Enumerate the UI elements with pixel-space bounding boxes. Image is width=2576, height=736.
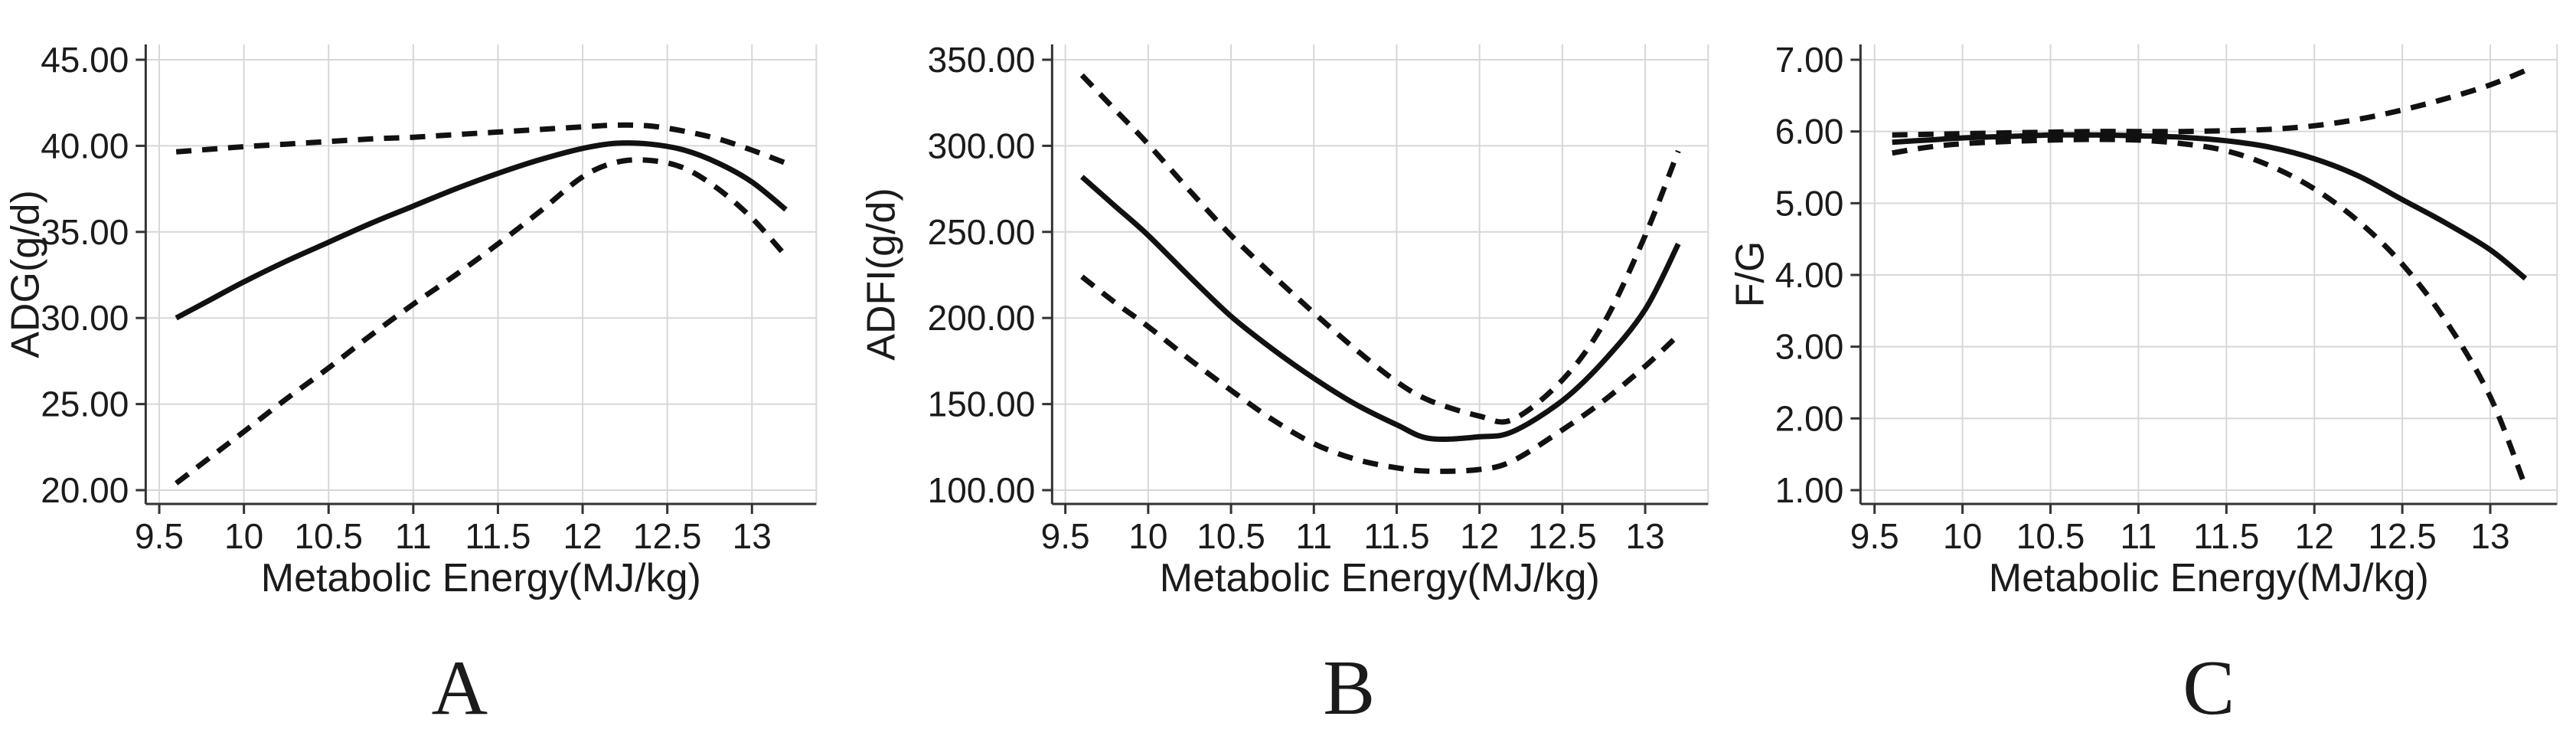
x-tick-label: 10 [1943, 516, 1982, 556]
x-tick-label: 9.5 [135, 516, 184, 556]
x-tick-label: 9.5 [1040, 516, 1089, 556]
chart-adfi: 100.00 150.00 200.00 250.00 300.00 350.00 9.5 1… [859, 40, 1709, 731]
y-tick-label: 4.00 [1775, 255, 1844, 295]
y-tick-label: 1.00 [1775, 470, 1844, 510]
y-axis-title: ADFI(g/d) [859, 188, 903, 360]
x-tick-label: 10.5 [294, 516, 363, 556]
chart-adg: 20.00 25.00 30.00 35.00 40.00 45.00 9.5 10 10.5 1… [3, 40, 818, 731]
x-tick-label: 12.5 [633, 516, 702, 556]
series-mean-curve [1892, 132, 2528, 281]
series-mean-curve [175, 140, 788, 321]
series-mean-curve [1079, 175, 1681, 443]
y-tick-label: 200.00 [927, 298, 1035, 338]
panel-letter: A [432, 645, 488, 731]
panel-c: 1.00 2.00 3.00 4.00 5.00 6.00 7.00 9.5 10 10.5 11 1… [1717, 0, 2576, 736]
x-tick-label: 11.5 [2194, 516, 2260, 556]
y-tick-label: 7.00 [1775, 40, 1844, 80]
x-tick-label: 12 [1460, 516, 1499, 556]
series-upper-band-curve [1079, 73, 1681, 425]
y-tick-label: 300.00 [927, 126, 1035, 165]
y-tick-label: 45.00 [41, 40, 129, 80]
y-tick-label: 35.00 [41, 212, 129, 252]
y-tick-label: 30.00 [41, 298, 129, 338]
plot-area-fg: 1.00 2.00 3.00 4.00 5.00 6.00 7.00 9.5 10 10.5 11 1… [1775, 40, 2558, 556]
y-tick-label: 3.00 [1775, 327, 1844, 367]
y-tick-label: 100.00 [927, 470, 1035, 510]
x-tick-label: 12 [563, 516, 602, 556]
series-lower-band-curve [175, 157, 788, 486]
series-upper-band-curve [175, 122, 787, 166]
x-tick-label: 12.5 [2369, 516, 2437, 556]
y-axis-title: ADG(g/d) [3, 190, 47, 358]
panel-letter: C [2183, 645, 2235, 731]
series-lower-band-curve [1892, 136, 2529, 488]
y-tick-label: 20.00 [41, 470, 129, 510]
x-tick-label: 13 [733, 516, 772, 556]
x-tick-label: 12 [2295, 516, 2334, 556]
y-tick-label: 2.00 [1775, 398, 1844, 438]
chart-fg: 1.00 2.00 3.00 4.00 5.00 6.00 7.00 9.5 10 10.5 11 1… [1729, 40, 2558, 731]
y-tick-label: 350.00 [927, 40, 1035, 80]
plot-area-adfi: 100.00 150.00 200.00 250.00 300.00 350.00 9.5 1… [927, 40, 1709, 556]
x-tick-label: 11 [395, 516, 432, 556]
y-tick-label: 150.00 [927, 384, 1035, 424]
y-tick-label: 40.00 [41, 126, 129, 165]
x-tick-label: 11 [1295, 516, 1332, 556]
x-tick-label: 10.5 [2016, 516, 2085, 556]
plot-area-adg: 20.00 25.00 30.00 35.00 40.00 45.00 9.5 10 10.5 1… [41, 40, 818, 556]
panel-b: 100.00 150.00 200.00 250.00 300.00 350.00 9.5 1… [859, 0, 1718, 736]
x-axis-title: Metabolic Energy(MJ/kg) [1989, 556, 2429, 600]
y-tick-label: 5.00 [1775, 183, 1844, 223]
y-axis-title: F/G [1729, 241, 1773, 308]
x-tick-label: 12.5 [1528, 516, 1597, 556]
x-tick-label: 11.5 [465, 516, 531, 556]
x-tick-label: 9.5 [1850, 516, 1899, 556]
y-tick-label: 6.00 [1775, 112, 1844, 152]
series-upper-band-curve [1892, 67, 2527, 138]
y-tick-label: 250.00 [927, 212, 1035, 252]
x-axis-title: Metabolic Energy(MJ/kg) [261, 556, 701, 600]
panel-a: 20.00 25.00 30.00 35.00 40.00 45.00 9.5 10 10.5 1… [0, 0, 859, 736]
x-tick-label: 11 [2121, 516, 2157, 556]
x-tick-label: 10 [1128, 516, 1167, 556]
x-tick-label: 10 [224, 516, 263, 556]
panel-letter: B [1323, 645, 1375, 731]
x-tick-label: 10.5 [1197, 516, 1265, 556]
x-axis-title: Metabolic Energy(MJ/kg) [1159, 556, 1599, 600]
x-tick-label: 13 [1625, 516, 1664, 556]
series-lower-band-curve [1079, 274, 1680, 474]
x-tick-label: 13 [2471, 516, 2510, 556]
x-tick-label: 11.5 [1363, 516, 1429, 556]
y-tick-label: 25.00 [41, 384, 129, 424]
